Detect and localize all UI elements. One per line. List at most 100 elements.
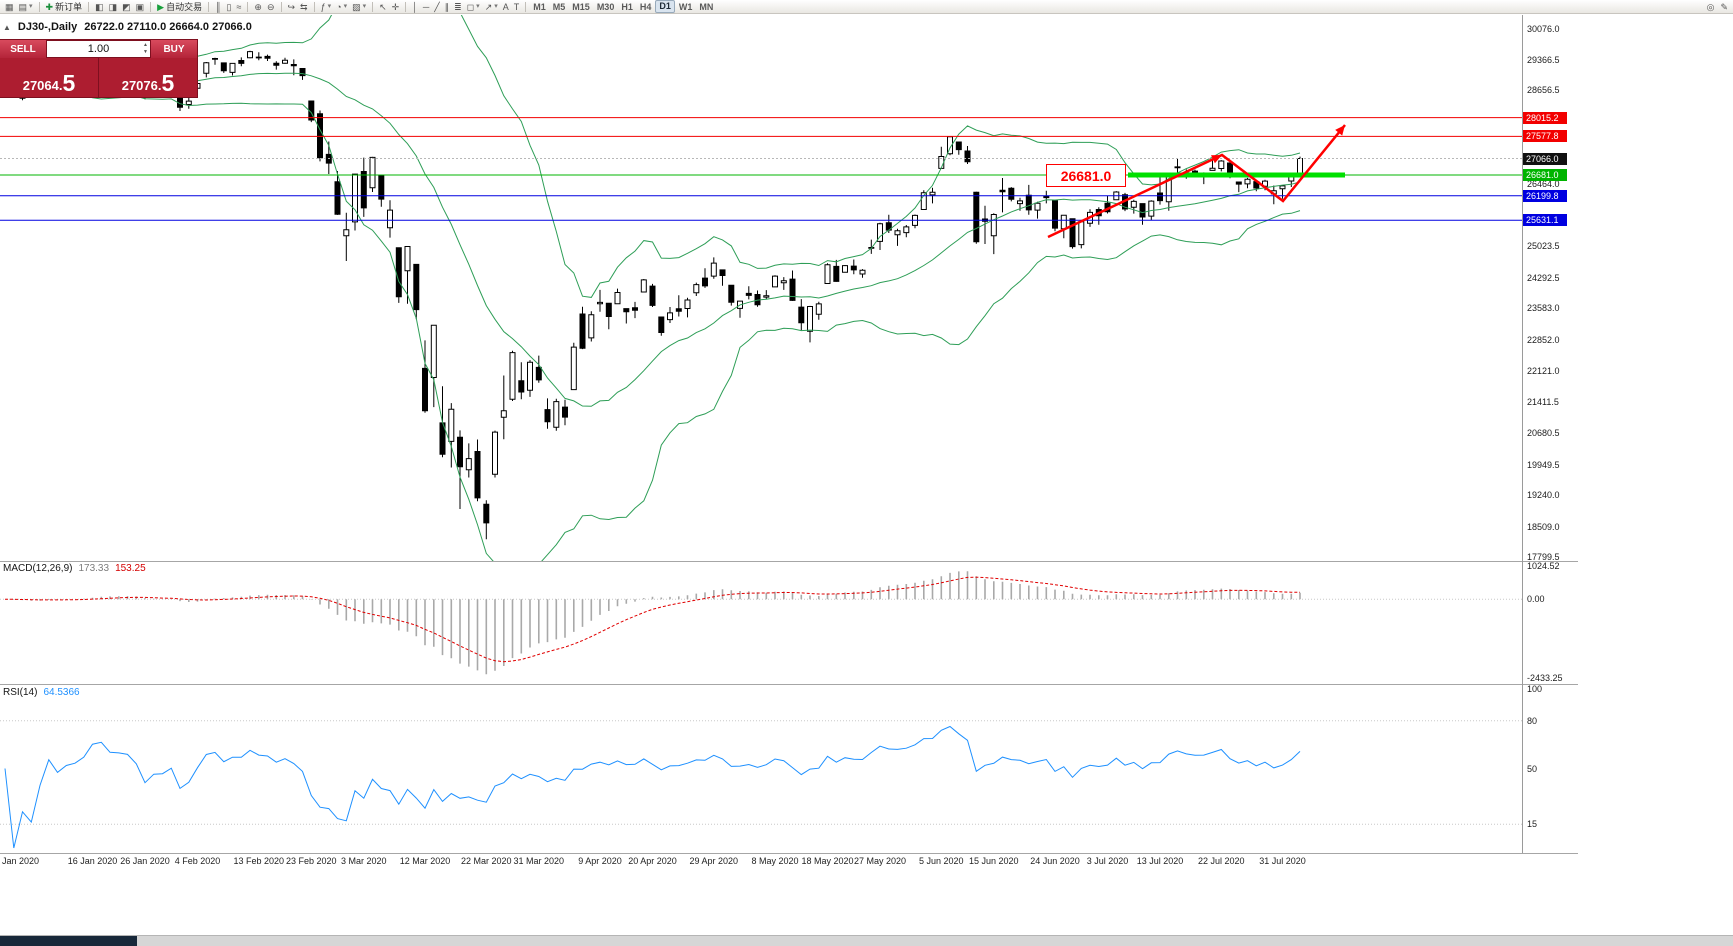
panel-toggle-icon[interactable]: ▲	[3, 22, 11, 32]
buy-button[interactable]: BUY	[151, 40, 197, 58]
terminal-button[interactable]: ▣	[134, 1, 147, 13]
time-axis-separator	[0, 853, 1578, 854]
panel-separator[interactable]	[0, 561, 1578, 562]
chart-shift-icon: ⇆	[300, 1, 308, 12]
vertical-line-tool-button[interactable]: │	[410, 1, 420, 13]
line-chart-mode-button[interactable]: ≈	[234, 1, 243, 13]
auto-scroll-button[interactable]: ↪	[286, 1, 298, 13]
toolbar-separator	[247, 1, 249, 12]
profiles-button[interactable]: ▤ ▾	[17, 1, 35, 13]
price-axis-tick: 25023.5	[1527, 241, 1560, 252]
buy-price[interactable]: 27076. 5	[99, 58, 197, 97]
bollinger-lower-band	[4, 80, 1301, 561]
volume-input[interactable]: 1.00 ▲ ▼	[46, 40, 151, 58]
chart-shift-button[interactable]: ⇆	[298, 1, 310, 13]
date-label: 18 May 2020	[801, 856, 854, 866]
buy-price-small: 27076.	[121, 78, 162, 93]
timeframe-h4-button[interactable]: H4	[639, 1, 652, 12]
zoom-out-button[interactable]: ⊖	[265, 1, 277, 13]
new-order-button[interactable]: ✚ 新订单	[44, 1, 85, 13]
timeframe-m1-button[interactable]: M1	[533, 1, 546, 12]
price-axis-tick: 30076.0	[1527, 24, 1560, 34]
indicators-icon: ƒ	[320, 1, 326, 12]
timeframe-m5-button[interactable]: M5	[552, 1, 566, 12]
price-chart[interactable]	[0, 15, 1522, 561]
macd-axis-label: -2433.25	[1527, 673, 1563, 683]
templates-button[interactable]: ▨ ▾	[350, 1, 368, 13]
channel-tool-button[interactable]: ∥	[443, 1, 452, 13]
rsi-line	[4, 725, 1301, 849]
timeframe-mn-button[interactable]: MN	[699, 1, 714, 12]
zoom-out-icon: ⊖	[266, 1, 275, 12]
date-label: 20 Apr 2020	[628, 856, 677, 866]
navigator-button[interactable]: ◩	[120, 1, 133, 13]
cursor-button[interactable]: ↖	[377, 1, 389, 13]
volume-spinner[interactable]: ▲ ▼	[143, 42, 148, 56]
fibonacci-tool-button[interactable]: ≣	[452, 1, 464, 13]
price-axis-border	[1522, 15, 1523, 853]
timeframe-h1-button[interactable]: H1	[621, 1, 633, 12]
sell-price[interactable]: 27064. 5	[0, 58, 98, 97]
shapes-tool-button[interactable]: ◻ ▾	[465, 1, 482, 13]
date-label: 12 Mar 2020	[399, 856, 451, 866]
toolbar-separator	[88, 1, 90, 12]
date-label: 3 Mar 2020	[341, 856, 387, 866]
timeframe-m30-button[interactable]: M30	[596, 1, 615, 12]
periods-icon: ◔	[336, 1, 342, 12]
macd-name: MACD(12,26,9)	[3, 563, 73, 574]
text-tool-button[interactable]: A	[501, 1, 511, 13]
chart-scrollbar[interactable]	[0, 935, 1733, 946]
level-annotation-label[interactable]: 26681.0	[1046, 164, 1126, 187]
market-watch-button[interactable]: ◧	[93, 1, 106, 13]
rsi-axis-label: 15	[1527, 819, 1538, 830]
macd-signal-line	[4, 576, 1301, 663]
sell-button[interactable]: SELL	[0, 40, 46, 58]
spinner-down-icon[interactable]: ▼	[143, 49, 148, 55]
horizontal-line-tool-button[interactable]: ─	[421, 1, 431, 13]
data-window-button[interactable]: ◨	[107, 1, 120, 13]
date-label: Jan 2020	[2, 856, 40, 866]
timeframe-m15-button[interactable]: M15	[572, 1, 590, 12]
price-level-tag: 28015.2	[1523, 111, 1567, 124]
vertical-line-tool-icon: │	[412, 1, 418, 12]
symbol-period-label: DJ30-,Daily	[17, 21, 78, 33]
toolbar-separator	[372, 1, 374, 12]
date-label: 23 Feb 2020	[286, 856, 337, 866]
zoom-in-button[interactable]: ⊕	[252, 1, 264, 13]
trendline-tool-button[interactable]: ╱	[432, 1, 441, 13]
terminal-icon: ▣	[135, 1, 145, 12]
panel-separator[interactable]	[0, 684, 1578, 685]
market-watch-icon: ◧	[95, 1, 104, 12]
candlestick-mode-button[interactable]: ▯	[225, 1, 234, 13]
macd-panel[interactable]	[0, 562, 1522, 684]
new-chart-button[interactable]: ▦	[3, 1, 16, 13]
periods-button[interactable]: ◔ ▾	[334, 1, 349, 13]
arrows-tool-icon: ↗	[484, 1, 493, 12]
new-order-label: 新订单	[55, 1, 83, 12]
sell-price-big: 5	[62, 69, 76, 96]
date-label: 16 Jan 2020	[67, 856, 118, 866]
scrollbar-thumb[interactable]	[0, 936, 137, 946]
crosshair-button[interactable]: ✛	[390, 1, 402, 13]
magnifier-button[interactable]: ◎	[1705, 1, 1717, 13]
arrows-tool-button[interactable]: ↗ ▾	[483, 1, 500, 13]
new-chart-icon: ▦	[5, 1, 14, 12]
toolbar-separator	[150, 1, 152, 12]
ohlc-values: 26722.0 27110.0 26664.0 27066.0	[84, 21, 252, 33]
autotrading-button[interactable]: ▶ 自动交易	[155, 1, 204, 13]
spinner-up-icon[interactable]: ▲	[143, 42, 148, 48]
date-label: 29 Apr 2020	[689, 856, 739, 866]
text-tool-icon: A	[502, 1, 509, 12]
indicators-button[interactable]: ƒ ▾	[319, 1, 334, 13]
text-label-tool-button[interactable]: T	[512, 1, 522, 13]
rsi-panel[interactable]	[0, 685, 1522, 853]
timeframe-w1-button[interactable]: W1	[678, 1, 693, 12]
toolbar-left: ▦ ▤ ▾ ✚ 新订单 ◧ ◨ ◩ ▣ ▶ 自动交易 ║ ▯ ≈ ⊕ ⊖ ↪ ⇆ ƒ ▾ ◔ ▾ ▨ ▾ ↖ ✛ │ ─ ╱ ∥ ≣ ◻ ▾ ↗ ▾…	[3, 0, 1705, 13]
shapes-tool-icon: ◻	[466, 1, 475, 12]
date-label: 22 Jul 2020	[1198, 856, 1245, 866]
navigator-icon: ◩	[122, 1, 131, 12]
timeframe-d1-button[interactable]: D1	[655, 0, 675, 13]
bar-chart-mode-button[interactable]: ║	[213, 1, 223, 13]
trend-arrow-line[interactable]	[1047, 124, 1346, 239]
pencil-button[interactable]: ✎	[1718, 1, 1730, 13]
